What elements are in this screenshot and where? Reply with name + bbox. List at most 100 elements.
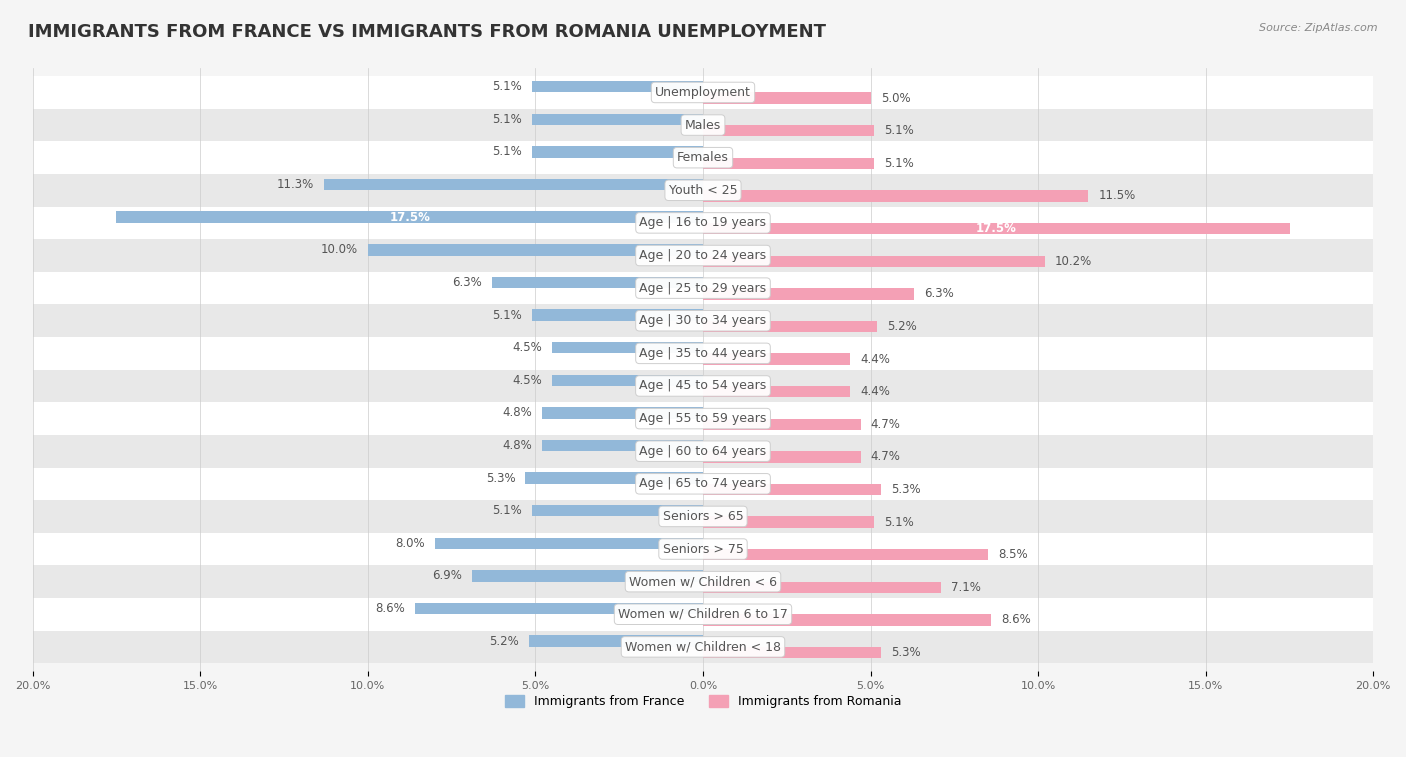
Bar: [529, 635, 703, 647]
Bar: [32, 239, 1374, 272]
Bar: [32, 272, 1374, 304]
Bar: [703, 190, 1088, 201]
Text: Age | 16 to 19 years: Age | 16 to 19 years: [640, 217, 766, 229]
Bar: [703, 516, 875, 528]
Bar: [32, 500, 1374, 533]
Bar: [368, 244, 703, 256]
Bar: [703, 288, 914, 300]
Bar: [117, 211, 703, 223]
Bar: [32, 76, 1374, 109]
Text: 5.1%: 5.1%: [884, 516, 914, 528]
Bar: [32, 435, 1374, 468]
Bar: [531, 114, 703, 125]
Text: 17.5%: 17.5%: [976, 222, 1017, 235]
Bar: [531, 81, 703, 92]
Bar: [526, 472, 703, 484]
Text: 5.1%: 5.1%: [884, 157, 914, 170]
Bar: [531, 310, 703, 321]
Text: 5.3%: 5.3%: [890, 483, 921, 496]
Text: 5.3%: 5.3%: [485, 472, 516, 484]
Bar: [32, 565, 1374, 598]
Text: 6.3%: 6.3%: [924, 288, 953, 301]
Text: 4.4%: 4.4%: [860, 353, 890, 366]
Bar: [32, 174, 1374, 207]
Bar: [32, 369, 1374, 402]
Text: Males: Males: [685, 119, 721, 132]
Bar: [325, 179, 703, 190]
Bar: [703, 647, 880, 659]
Text: 8.6%: 8.6%: [375, 602, 405, 615]
Text: 8.5%: 8.5%: [998, 548, 1028, 561]
Text: Age | 65 to 74 years: Age | 65 to 74 years: [640, 478, 766, 491]
Text: Women w/ Children < 6: Women w/ Children < 6: [628, 575, 778, 588]
Text: Age | 20 to 24 years: Age | 20 to 24 years: [640, 249, 766, 262]
Text: Source: ZipAtlas.com: Source: ZipAtlas.com: [1260, 23, 1378, 33]
Text: 4.4%: 4.4%: [860, 385, 890, 398]
Text: 4.8%: 4.8%: [502, 439, 531, 452]
Text: 5.1%: 5.1%: [492, 504, 522, 517]
Bar: [543, 440, 703, 451]
Bar: [472, 570, 703, 581]
Text: 5.3%: 5.3%: [890, 646, 921, 659]
Text: 8.6%: 8.6%: [1001, 613, 1031, 627]
Text: 11.3%: 11.3%: [277, 178, 314, 191]
Legend: Immigrants from France, Immigrants from Romania: Immigrants from France, Immigrants from …: [499, 690, 907, 713]
Text: 5.2%: 5.2%: [489, 634, 519, 648]
Text: 5.1%: 5.1%: [492, 113, 522, 126]
Bar: [32, 304, 1374, 337]
Bar: [703, 614, 991, 626]
Bar: [415, 603, 703, 614]
Text: 5.0%: 5.0%: [880, 92, 910, 104]
Bar: [531, 505, 703, 516]
Text: 5.2%: 5.2%: [887, 320, 917, 333]
Bar: [703, 125, 875, 136]
Text: 11.5%: 11.5%: [1098, 189, 1136, 203]
Bar: [553, 342, 703, 354]
Text: 5.1%: 5.1%: [492, 309, 522, 322]
Bar: [32, 402, 1374, 435]
Text: Seniors > 75: Seniors > 75: [662, 543, 744, 556]
Bar: [703, 321, 877, 332]
Bar: [492, 277, 703, 288]
Bar: [32, 631, 1374, 663]
Text: 7.1%: 7.1%: [950, 581, 981, 593]
Text: Unemployment: Unemployment: [655, 86, 751, 99]
Bar: [703, 484, 880, 495]
Text: Seniors > 65: Seniors > 65: [662, 510, 744, 523]
Bar: [32, 142, 1374, 174]
Text: 5.1%: 5.1%: [492, 80, 522, 93]
Text: Age | 60 to 64 years: Age | 60 to 64 years: [640, 444, 766, 458]
Text: 4.5%: 4.5%: [512, 341, 543, 354]
Bar: [543, 407, 703, 419]
Text: 17.5%: 17.5%: [389, 210, 430, 224]
Bar: [531, 146, 703, 157]
Text: 4.7%: 4.7%: [870, 450, 900, 463]
Text: Age | 45 to 54 years: Age | 45 to 54 years: [640, 379, 766, 392]
Bar: [32, 109, 1374, 142]
Bar: [703, 354, 851, 365]
Text: 8.0%: 8.0%: [395, 537, 425, 550]
Text: 4.7%: 4.7%: [870, 418, 900, 431]
Bar: [703, 92, 870, 104]
Text: 6.9%: 6.9%: [432, 569, 461, 582]
Bar: [32, 533, 1374, 565]
Text: 5.1%: 5.1%: [884, 124, 914, 137]
Text: 4.5%: 4.5%: [512, 374, 543, 387]
Text: 5.1%: 5.1%: [492, 145, 522, 158]
Text: 10.0%: 10.0%: [321, 243, 357, 257]
Text: Females: Females: [678, 151, 728, 164]
Text: Age | 35 to 44 years: Age | 35 to 44 years: [640, 347, 766, 360]
Bar: [703, 256, 1045, 267]
Text: Women w/ Children < 18: Women w/ Children < 18: [626, 640, 780, 653]
Bar: [703, 419, 860, 430]
Text: Women w/ Children 6 to 17: Women w/ Children 6 to 17: [619, 608, 787, 621]
Text: 10.2%: 10.2%: [1054, 254, 1092, 268]
Bar: [703, 223, 1289, 235]
Bar: [703, 581, 941, 593]
Bar: [703, 157, 875, 169]
Text: Age | 30 to 34 years: Age | 30 to 34 years: [640, 314, 766, 327]
Bar: [32, 207, 1374, 239]
Text: IMMIGRANTS FROM FRANCE VS IMMIGRANTS FROM ROMANIA UNEMPLOYMENT: IMMIGRANTS FROM FRANCE VS IMMIGRANTS FRO…: [28, 23, 827, 41]
Bar: [434, 537, 703, 549]
Bar: [32, 468, 1374, 500]
